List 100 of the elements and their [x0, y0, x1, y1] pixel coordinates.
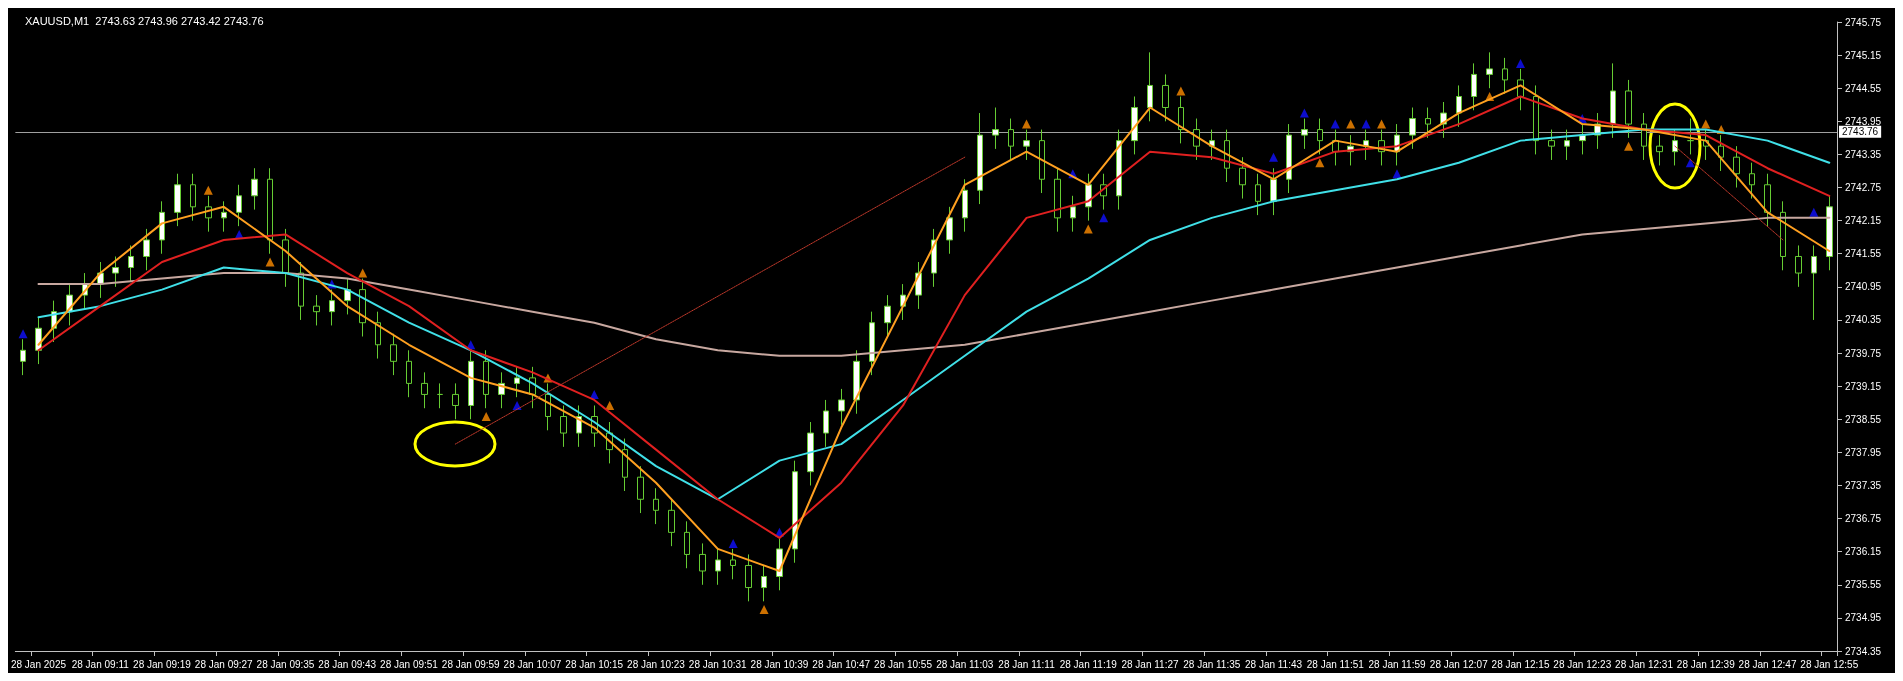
- point: [1701, 119, 1711, 129]
- candlestick: [946, 206, 953, 255]
- candlestick: [251, 167, 258, 211]
- point: [1361, 119, 1371, 129]
- candlestick: [1687, 118, 1694, 155]
- x-tick-label: 28 Jan 09:43: [318, 658, 377, 670]
- x-tick-label: 28 Jan 11:59: [1368, 658, 1426, 670]
- x-tick-label: 28 Jan 09:19: [133, 658, 192, 670]
- candlestick: [1255, 173, 1261, 216]
- candlestick: [1749, 162, 1755, 200]
- x-tick-label: 28 Jan 11:03: [936, 658, 994, 670]
- candlestick: [1425, 107, 1431, 139]
- candlestick: [421, 371, 428, 409]
- candlestick: [282, 228, 289, 288]
- candlestick: [1718, 134, 1724, 172]
- candlestick: [159, 200, 165, 255]
- point: [481, 412, 491, 421]
- candlestick: [1502, 57, 1508, 95]
- candlestick: [1070, 195, 1076, 233]
- x-tick-label: 28 Jan 09:27: [194, 658, 254, 670]
- y-tick-label: 2740.35: [1845, 314, 1882, 326]
- candlestick: [375, 311, 381, 360]
- x-tick-label: 28 Jan 11:27: [1121, 658, 1179, 670]
- point: [1624, 141, 1634, 151]
- point: [18, 329, 28, 339]
- candlestick: [807, 421, 814, 486]
- candlestick: [112, 256, 119, 288]
- candlestick: [1116, 129, 1122, 211]
- candlestick: [313, 294, 320, 326]
- candlestick: [1548, 129, 1555, 161]
- candlestick: [792, 460, 798, 564]
- candlestick: [653, 487, 659, 525]
- candlestick: [684, 520, 690, 569]
- candlestick: [1023, 129, 1030, 161]
- candlestick: [190, 173, 196, 222]
- x-tick-label: 28 Jan 10:47: [812, 658, 871, 670]
- candlestick: [715, 548, 721, 586]
- y-tick-label: 2739.15: [1845, 380, 1882, 392]
- x-tick-label: 28 Jan 12:15: [1491, 658, 1550, 670]
- candlestick: [1579, 123, 1586, 155]
- candlestick: [869, 311, 875, 376]
- y-tick-label: 2734.35: [1845, 645, 1882, 657]
- candlestick: [1270, 167, 1277, 216]
- point: [589, 389, 599, 399]
- candlestick: [1317, 118, 1323, 155]
- y-tick-label: 2742.75: [1845, 182, 1882, 194]
- candlestick: [1239, 156, 1246, 200]
- candlestick: [730, 548, 736, 580]
- candlestick: [1178, 95, 1184, 144]
- candlestick: [1486, 51, 1493, 89]
- ref-line-label: 2743.76: [1842, 126, 1879, 138]
- x-tick-label: 28 Jan 10:31: [688, 658, 748, 670]
- x-tick-label: 28 Jan 09:35: [256, 658, 315, 670]
- candlestick: [406, 349, 412, 398]
- point: [1269, 152, 1279, 162]
- x-tick-label: 28 Jan 2025: [10, 658, 67, 670]
- point: [265, 257, 275, 267]
- y-tick-label: 2737.35: [1845, 479, 1882, 491]
- point: [1516, 58, 1526, 68]
- candlestick: [745, 553, 752, 602]
- candlestick: [1409, 107, 1416, 150]
- point: [1377, 119, 1387, 129]
- candlestick: [1131, 95, 1138, 155]
- candlestick: [838, 388, 845, 426]
- candlestick: [437, 382, 443, 409]
- x-tick-label: 28 Jan 12:55: [1800, 658, 1859, 670]
- candlestick: [468, 349, 474, 420]
- y-tick-label: 2742.15: [1845, 215, 1882, 227]
- point: [1330, 119, 1340, 129]
- y-tick-label: 2743.95: [1845, 115, 1882, 127]
- x-tick-label: 28 Jan 09:11: [71, 658, 130, 670]
- x-tick-label: 28 Jan 10:07: [503, 658, 562, 670]
- candlestick: [390, 333, 397, 376]
- candlestick: [1456, 84, 1462, 128]
- x-tick-label: 28 Jan 11:43: [1244, 658, 1303, 670]
- candlestick: [1656, 134, 1663, 166]
- candlestick: [1641, 112, 1647, 161]
- candlestick: [931, 228, 937, 288]
- y-tick-label: 2736.75: [1845, 513, 1882, 525]
- y-tick-label: 2740.95: [1845, 281, 1882, 293]
- x-tick-label: 28 Jan 11:11: [998, 658, 1056, 670]
- x-tick-label: 28 Jan 09:59: [441, 658, 501, 670]
- x-tick-label: 28 Jan 12:07: [1429, 658, 1489, 670]
- candlestick: [1054, 167, 1061, 233]
- candlestick: [668, 498, 675, 547]
- y-tick-label: 2745.75: [1845, 16, 1882, 28]
- y-tick-label: 2744.55: [1845, 82, 1882, 94]
- candlestick: [483, 349, 489, 409]
- x-tick-label: 28 Jan 09:51: [380, 658, 439, 670]
- candlestick: [823, 399, 829, 448]
- y-tick-label: 2738.55: [1845, 413, 1882, 425]
- candlestick: [1363, 129, 1369, 161]
- line-series: [37, 216, 1831, 357]
- x-tick-label: 28 Jan 11:51: [1306, 658, 1365, 670]
- y-tick-label: 2734.95: [1845, 612, 1882, 624]
- candlestick: [1826, 195, 1833, 271]
- point: [1809, 207, 1819, 217]
- y-tick-label: 2741.55: [1845, 248, 1882, 260]
- candlestick: [174, 173, 181, 227]
- candlestick: [1564, 129, 1570, 161]
